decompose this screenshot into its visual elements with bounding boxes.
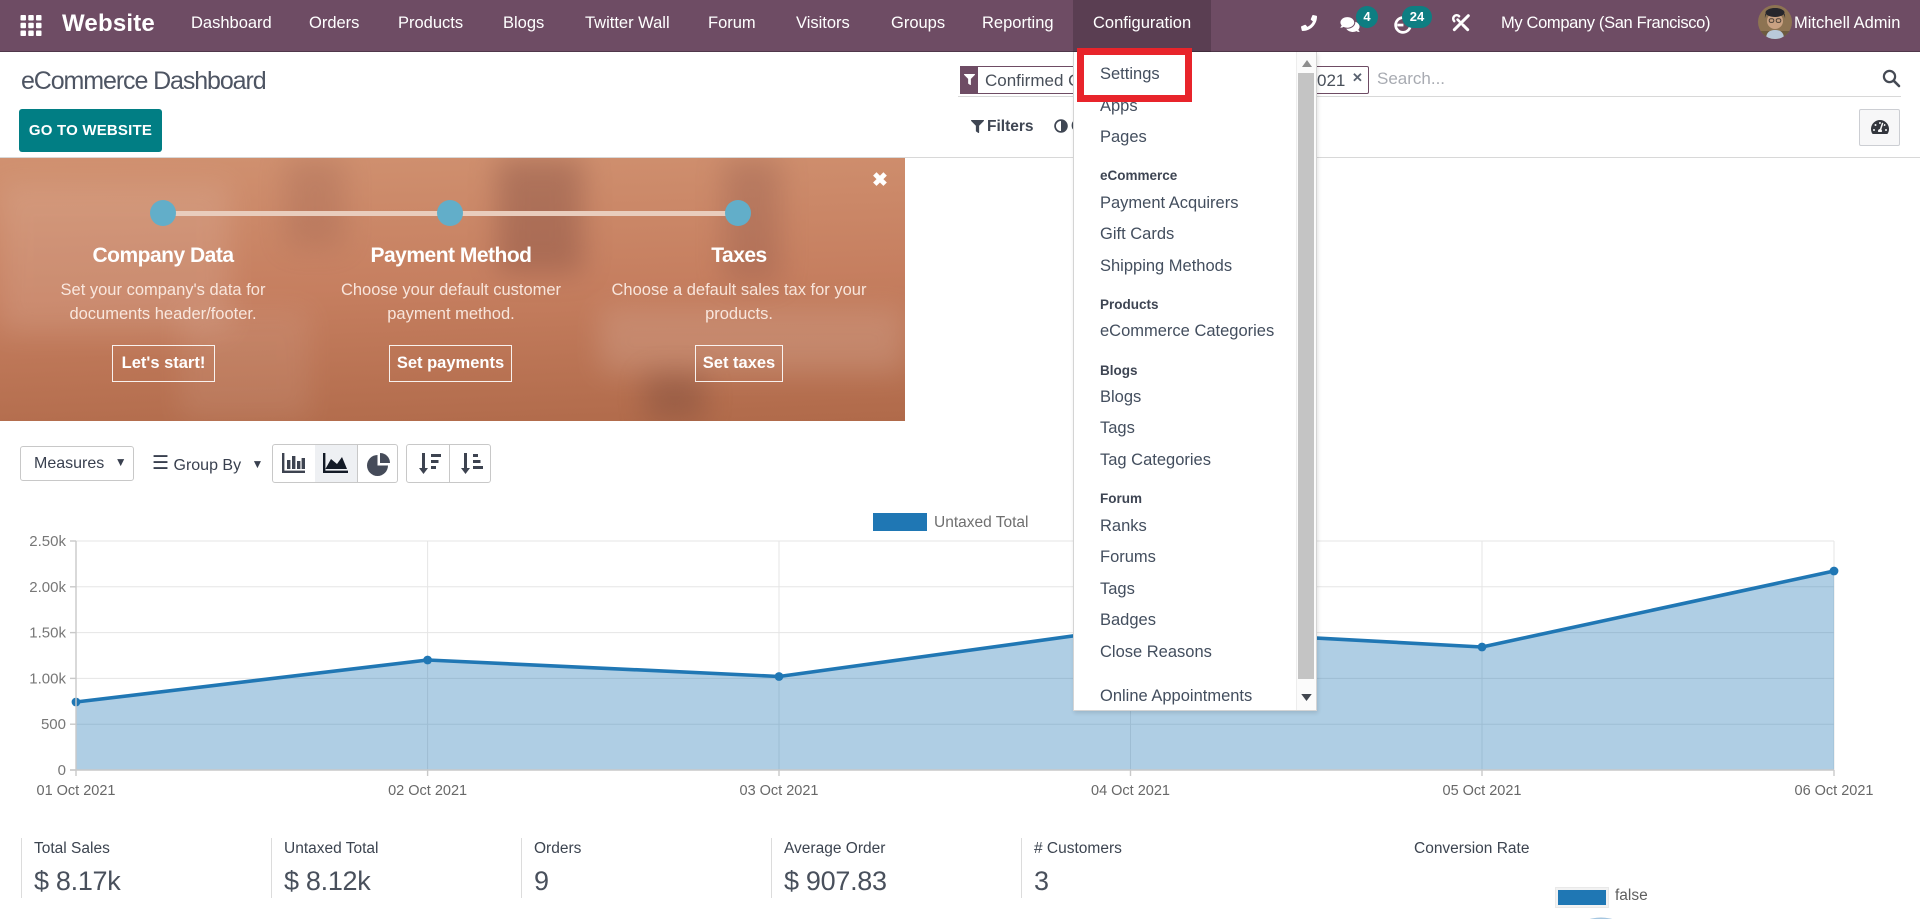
svg-text:05 Oct 2021: 05 Oct 2021 bbox=[1443, 783, 1522, 799]
svg-text:2.50k: 2.50k bbox=[29, 533, 66, 550]
svg-text:1.50k: 1.50k bbox=[29, 625, 66, 642]
svg-text:01 Oct 2021: 01 Oct 2021 bbox=[37, 783, 116, 799]
svg-text:03 Oct 2021: 03 Oct 2021 bbox=[740, 783, 819, 799]
svg-text:04 Oct 2021: 04 Oct 2021 bbox=[1091, 783, 1170, 799]
svg-text:06 Oct 2021: 06 Oct 2021 bbox=[1795, 783, 1874, 799]
svg-text:1.00k: 1.00k bbox=[29, 670, 66, 687]
svg-text:500: 500 bbox=[41, 716, 66, 733]
svg-text:2.00k: 2.00k bbox=[29, 579, 66, 596]
svg-text:0: 0 bbox=[58, 762, 66, 779]
svg-text:02 Oct 2021: 02 Oct 2021 bbox=[388, 783, 467, 799]
